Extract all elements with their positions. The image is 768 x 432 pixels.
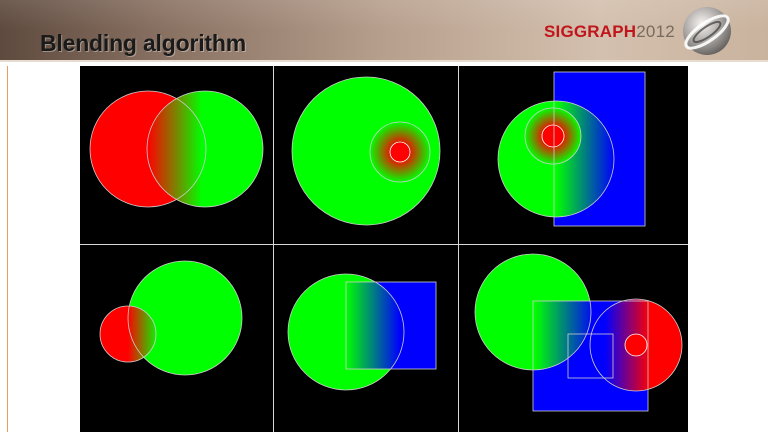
panel-green-circle-red-spot <box>291 76 441 226</box>
panel-small-red-circle <box>99 260 243 376</box>
blending-figure <box>80 66 688 432</box>
header-bar <box>0 0 768 62</box>
panel-three-shapes <box>474 253 683 412</box>
logo-name: SIGGRAPH <box>544 22 637 41</box>
panel-two-circles <box>89 90 264 208</box>
siggraph-logo: SIGGRAPH2012 <box>544 22 675 42</box>
slide-title: Blending algorithm <box>40 30 246 56</box>
left-accent-rule <box>7 66 8 432</box>
panel-green-circle-blue-square <box>287 273 437 391</box>
logo-year: 2012 <box>636 22 675 41</box>
panel-green-circle-blue-rect <box>497 71 646 227</box>
blending-figure-svg <box>80 66 688 432</box>
siggraph-swirl-icon <box>683 7 731 55</box>
